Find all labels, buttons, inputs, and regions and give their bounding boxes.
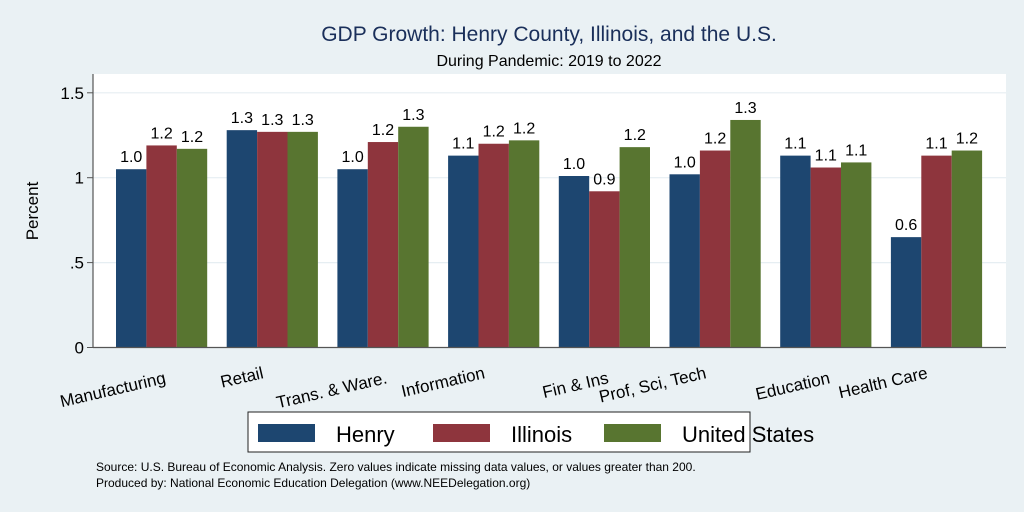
data-label: 1.1 (452, 136, 474, 153)
chart-subtitle: During Pandemic: 2019 to 2022 (436, 53, 661, 70)
data-label: 1.3 (231, 110, 253, 127)
data-label: 1.3 (292, 112, 314, 129)
x-tick-label: Information (399, 363, 486, 401)
data-labels: 1.0 1.2 1.2 1.3 1.3 1.3 1.0 1.2 1.3 1.1 1.2 1.2 1.0 0… (120, 100, 978, 234)
source-note: Source: U.S. Bureau of Economic Analysis… (96, 460, 696, 474)
bar-united-states (287, 131, 318, 348)
y-tick-label: 1.5 (60, 84, 84, 103)
bar-united-states (730, 119, 761, 348)
data-label: 1.0 (120, 149, 142, 166)
bar-henry (558, 176, 590, 348)
bar-illinois (921, 155, 952, 348)
data-label: 0.9 (593, 171, 615, 188)
data-label: 1.2 (150, 125, 172, 142)
data-label: 1.2 (956, 131, 978, 148)
y-axis-label: Percent (23, 181, 42, 240)
data-label: 1.1 (815, 148, 837, 165)
legend-swatch-illinois (433, 424, 490, 442)
bar-henry (669, 174, 700, 348)
data-label: 1.3 (261, 112, 283, 129)
x-tick-label: Health Care (837, 363, 930, 402)
data-label: 1.0 (563, 156, 585, 173)
bar-united-states (508, 140, 540, 348)
x-tick-label: Trans. & Ware. (274, 368, 388, 412)
data-label: 1.2 (624, 127, 646, 144)
legend: Henry Illinois United States (247, 411, 814, 453)
x-tick-label: Prof, Sci, Tech (597, 363, 708, 406)
x-tick-labels: Manufacturing Retail Trans. & Ware. Informa… (58, 363, 929, 412)
y-tick-label: 0 (75, 339, 84, 358)
y-tick-label: .5 (70, 254, 84, 273)
legend-label: Illinois (511, 422, 572, 447)
legend-swatch-united-states (604, 424, 661, 442)
data-label: 1.0 (341, 149, 363, 166)
data-label: 1.2 (372, 122, 394, 139)
data-label: 1.2 (704, 131, 726, 148)
data-label: 1.0 (674, 154, 696, 171)
producer-note: Produced by: National Economic Education… (96, 476, 530, 490)
bar-henry (226, 130, 258, 348)
bar-united-states (841, 162, 872, 348)
bar-henry (780, 155, 811, 348)
bar-united-states (619, 147, 650, 348)
legend-box (247, 411, 751, 453)
bar-illinois (810, 167, 841, 348)
bar-illinois (589, 191, 620, 348)
data-label: 1.2 (483, 124, 505, 141)
bar-illinois (699, 150, 731, 348)
data-label: 0.6 (895, 217, 917, 234)
y-tick-label: 1 (75, 169, 84, 188)
bar-united-states (951, 150, 983, 348)
bar-illinois (478, 143, 509, 348)
data-label: 1.1 (925, 136, 947, 153)
legend-label: Henry (336, 422, 395, 447)
legend-swatch-henry (258, 424, 315, 442)
bar-united-states (176, 148, 208, 348)
data-label: 1.3 (402, 107, 424, 124)
x-tick-label: Education (754, 368, 832, 404)
bar-illinois (367, 142, 399, 348)
bar-united-states (398, 126, 429, 348)
data-label: 1.2 (513, 120, 535, 137)
bar-illinois (257, 131, 288, 348)
bar-henry (337, 169, 368, 348)
y-ticks: 0 .5 1 1.5 (60, 84, 93, 358)
data-label: 1.2 (181, 129, 203, 146)
bars (116, 119, 983, 348)
bar-henry (116, 169, 147, 348)
data-label: 1.1 (784, 136, 806, 153)
bar-illinois (146, 145, 177, 348)
x-tick-label: Manufacturing (58, 368, 167, 411)
data-label: 1.1 (845, 142, 867, 159)
chart-title: GDP Growth: Henry County, Illinois, and … (321, 23, 777, 46)
bar-henry (448, 155, 479, 348)
data-label: 1.3 (734, 100, 756, 117)
bar-henry (890, 237, 922, 348)
x-tick-label: Retail (219, 363, 266, 391)
legend-label: United States (682, 422, 814, 447)
